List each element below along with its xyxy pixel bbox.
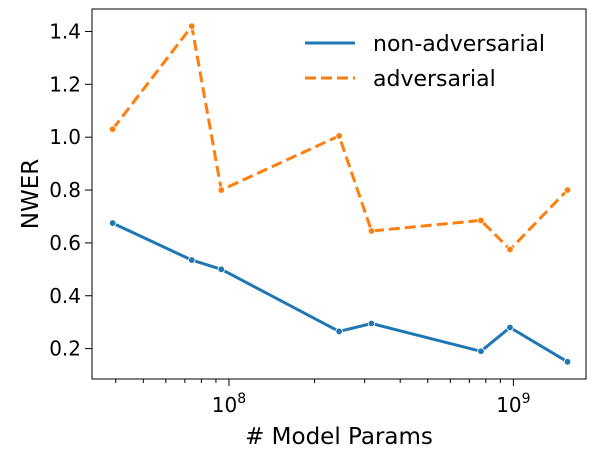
data-point-non-adversarial xyxy=(367,319,376,328)
data-point-non-adversarial xyxy=(217,265,226,274)
y-tick-label: 0.8 xyxy=(49,178,81,202)
plot-frame xyxy=(91,8,587,380)
y-axis-label: NWER xyxy=(18,159,44,229)
legend-label-adversarial: adversarial xyxy=(373,67,496,92)
data-point-non-adversarial xyxy=(335,327,343,336)
axes-layer: 0.2 0.4 0.6 0.8 1.0 1.2 1.4 108 109 xyxy=(49,8,587,417)
data-point-adversarial xyxy=(367,227,376,235)
y-tick-label: 0.6 xyxy=(49,231,81,255)
y-tick-label: 0.4 xyxy=(49,284,81,308)
y-tick-label: 0.2 xyxy=(49,337,81,361)
data-point-non-adversarial xyxy=(477,347,485,355)
x-axis-label: # Model Params xyxy=(245,424,433,450)
data-point-adversarial xyxy=(477,216,485,225)
data-point-adversarial xyxy=(108,125,117,133)
legend-label-non-adversarial: non-adversarial xyxy=(373,32,545,57)
data-point-non-adversarial xyxy=(563,358,572,366)
y-tick-label: 1.2 xyxy=(49,72,81,96)
y-tick-label: 1.4 xyxy=(49,19,81,43)
legend: non-adversarial adversarial xyxy=(305,32,545,92)
series-line-non-adversarial xyxy=(111,221,569,364)
data-point-adversarial xyxy=(188,22,196,30)
series-layer xyxy=(108,22,572,366)
data-point-adversarial xyxy=(217,186,226,194)
data-point-non-adversarial xyxy=(108,219,117,227)
data-point-adversarial xyxy=(335,132,343,140)
data-point-non-adversarial xyxy=(506,323,514,332)
data-point-non-adversarial xyxy=(188,256,196,264)
data-point-adversarial xyxy=(506,245,514,254)
y-tick-label: 1.0 xyxy=(49,125,81,149)
x-tick-label: 108 xyxy=(212,391,246,417)
x-tick-label: 109 xyxy=(496,391,530,417)
data-point-adversarial xyxy=(563,186,572,194)
